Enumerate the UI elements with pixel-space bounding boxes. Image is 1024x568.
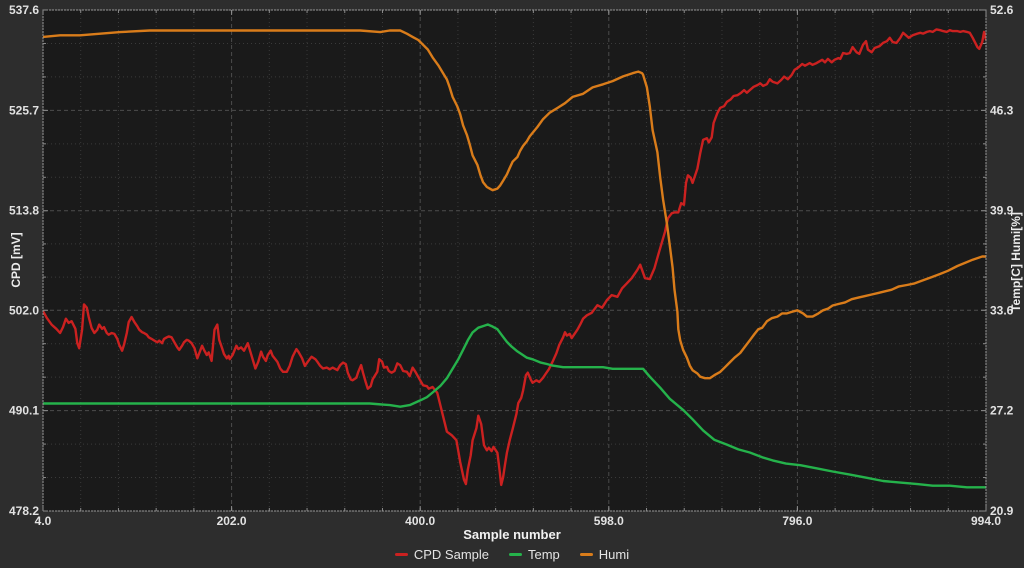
legend-label: Temp: [528, 547, 560, 562]
y-tick-right: 33.6: [990, 303, 1014, 317]
x-tick: 796.0: [782, 514, 812, 528]
x-tick: 4.0: [35, 514, 52, 528]
x-tick: 598.0: [594, 514, 624, 528]
y-tick-left: 537.6: [9, 3, 39, 17]
series-line-humi: [43, 29, 986, 380]
y-tick-right: 20.9: [990, 504, 1014, 518]
series-group: [43, 28, 986, 489]
legend: CPD Sample Temp Humi: [0, 547, 1024, 562]
legend-dash-icon: [394, 553, 408, 556]
plot-area[interactable]: [43, 10, 986, 511]
series-line-temp: [43, 323, 986, 489]
legend-dash-icon: [509, 553, 522, 556]
x-tick: 994.0: [971, 514, 1001, 528]
legend-item-humi[interactable]: Humi: [579, 547, 630, 562]
y-tick-left: 502.0: [9, 303, 39, 317]
legend-dash-icon: [579, 553, 593, 556]
y-tick-left: 490.1: [9, 404, 39, 418]
y-tick-left: 513.8: [9, 204, 39, 218]
axis-ticks: [42, 9, 987, 512]
legend-item-temp[interactable]: Temp: [509, 547, 560, 562]
x-axis-label: Sample number: [463, 527, 561, 542]
y-axis-label-right: Temp[C] Humi[%]: [1009, 212, 1023, 312]
y-tick-left: 525.7: [9, 103, 39, 117]
legend-label: Humi: [598, 547, 630, 562]
y-tick-right: 46.3: [990, 103, 1014, 117]
y-tick-right: 39.9: [990, 204, 1014, 218]
plot-border: [42, 9, 987, 512]
y-tick-right: 27.2: [990, 404, 1014, 418]
tick-labels: 537.6 525.7 513.8 502.0 490.1 478.2 52.6 46.3 39…: [9, 3, 1014, 528]
x-tick: 400.0: [405, 514, 435, 528]
y-tick-right: 52.6: [990, 3, 1014, 17]
x-tick: 202.0: [217, 514, 247, 528]
legend-label: CPD Sample: [413, 547, 489, 562]
y-tick-left: 478.2: [9, 504, 39, 518]
y-axis-label-left: CPD [mV]: [9, 232, 23, 288]
series-line-cpd-sample: [43, 28, 986, 487]
legend-item-cpd-sample[interactable]: CPD Sample: [394, 547, 489, 562]
